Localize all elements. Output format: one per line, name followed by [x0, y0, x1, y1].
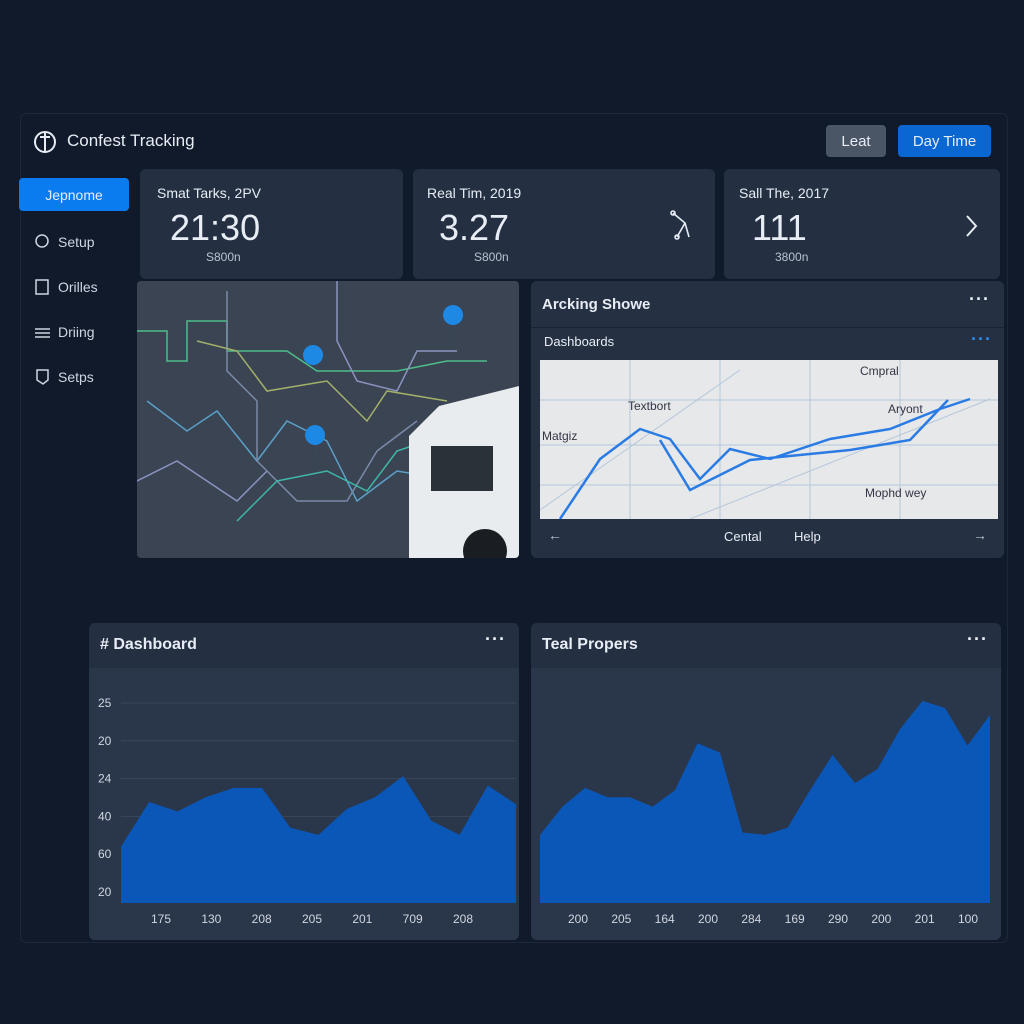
- menu[interactable]: ···: [971, 329, 992, 349]
- nav-item-active[interactable]: Jepnome: [19, 178, 129, 211]
- stat-card: Real Tim, 2019 3.27 S800n: [413, 169, 715, 279]
- y-tick-label: 25: [98, 696, 112, 710]
- x-tick-label: 175: [151, 912, 171, 926]
- stat-value: 111: [752, 207, 807, 248]
- logo: [34, 131, 56, 153]
- y-tick-label: 20: [98, 734, 112, 748]
- chart: 200 205 164 200 284 169 290 200 201 100: [531, 668, 1001, 940]
- nav-item[interactable]: Setup: [58, 234, 95, 250]
- chart-title: Teal Propers: [542, 636, 638, 653]
- map-label: Cmpral: [860, 364, 899, 378]
- y-tick-label: 60: [98, 847, 112, 861]
- tracking-map: Cmpral Textbort Aryont Matgiz Mophd wey: [540, 360, 998, 519]
- stat-label: Sall The, 2017: [739, 185, 830, 201]
- frame: [20, 113, 1008, 943]
- map-label: Aryont: [888, 402, 923, 416]
- stat-value: 21:30: [170, 207, 261, 248]
- menu[interactable]: ···: [967, 629, 988, 649]
- y-tick-label: 20: [98, 885, 112, 899]
- y-tick-label: 24: [98, 772, 112, 786]
- menu[interactable]: ···: [969, 289, 990, 309]
- nav-item[interactable]: Orilles: [58, 279, 98, 295]
- x-tick-label: 208: [453, 912, 473, 926]
- button[interactable]: Day Time: [898, 125, 991, 157]
- map-label: Textbort: [628, 399, 671, 413]
- stat-card: Smat Tarks, 2PV 21:30 S800n: [140, 169, 403, 279]
- chart-panel: Teal Propers ··· 200 205 164 200 284 169 290 20…: [531, 623, 1001, 940]
- map-label: Mophd wey: [865, 486, 926, 500]
- x-tick-label: 200: [871, 912, 891, 926]
- stat-sub: S800n: [206, 250, 241, 264]
- button[interactable]: Leat: [826, 125, 886, 157]
- chart: 25 20 24 40 60 20 175 130 208 205 201 709 208: [89, 668, 519, 940]
- x-tick-label: 205: [302, 912, 322, 926]
- y-tick-label: 40: [98, 809, 112, 823]
- stat-label: Real Tim, 2019: [427, 185, 522, 201]
- route-icon: [670, 210, 690, 240]
- tracking-panel: Arcking Showe ··· Dashboards ··· Cmpral T…: [531, 281, 1004, 558]
- x-tick-label: 130: [201, 912, 221, 926]
- footer-link[interactable]: Cental: [724, 529, 762, 544]
- x-tick-label: 290: [828, 912, 848, 926]
- x-tick-label: 201: [915, 912, 935, 926]
- x-tick-label: 709: [403, 912, 423, 926]
- x-tick-label: 208: [252, 912, 272, 926]
- x-tick-label: 100: [958, 912, 978, 926]
- nav-item[interactable]: Driing: [58, 324, 95, 340]
- nav-item[interactable]: Setps: [58, 369, 94, 385]
- nav-arrow[interactable]: →: [973, 527, 987, 543]
- x-tick-label: 201: [352, 912, 372, 926]
- x-tick-label: 284: [741, 912, 761, 926]
- chart-title: # Dashboard: [100, 636, 197, 653]
- area: [540, 700, 990, 903]
- stat-sub: 3800n: [775, 250, 809, 264]
- map-label: Matgiz: [542, 429, 577, 443]
- route-map: [137, 281, 519, 558]
- nav-icons: [35, 234, 50, 385]
- stat-sub: S800n: [474, 250, 509, 264]
- nav-arrow[interactable]: ←: [548, 527, 562, 543]
- footer-link[interactable]: Help: [794, 529, 821, 544]
- x-tick-label: 164: [655, 912, 675, 926]
- x-tick-label: 205: [611, 912, 631, 926]
- chart-panel: # Dashboard ··· 25 20 24 40 60 20 175 130 208 205…: [89, 623, 519, 940]
- panel-title: Arcking Showe: [542, 296, 651, 313]
- x-tick-label: 169: [785, 912, 805, 926]
- area: [121, 776, 516, 903]
- x-tick-label: 200: [698, 912, 718, 926]
- stat-label: Smat Tarks, 2PV: [157, 185, 262, 201]
- panel-subtitle: Dashboards: [544, 334, 615, 349]
- stat-card: Sall The, 2017 111 3800n: [724, 169, 1000, 279]
- menu[interactable]: ···: [485, 629, 506, 649]
- chevron[interactable]: [964, 213, 980, 239]
- app-title: Confest Tracking: [67, 131, 195, 150]
- x-tick-label: 200: [568, 912, 588, 926]
- stat-value: 3.27: [439, 207, 510, 248]
